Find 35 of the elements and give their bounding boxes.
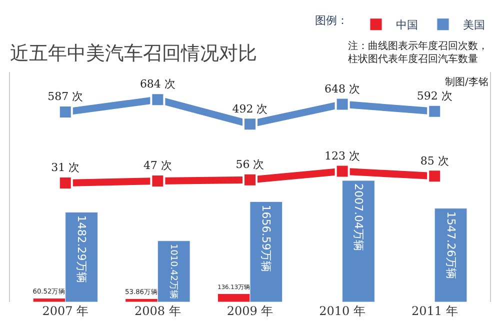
- point: [242, 172, 258, 188]
- data-label: 1010.42万辆: [168, 244, 179, 299]
- legend-label: 中国: [396, 18, 418, 32]
- data-label: 47 次: [143, 159, 172, 172]
- x-tick-label: 2010 年: [319, 304, 366, 318]
- point: [427, 104, 442, 119]
- data-label: 1656.59万辆: [260, 204, 273, 272]
- data-label: 2007.04万辆: [352, 184, 365, 252]
- chart-title: 近五年中美汽车召回情况对比: [10, 42, 257, 64]
- data-label: 56 次: [236, 158, 264, 171]
- x-tick-label: 2008 年: [134, 304, 181, 318]
- point: [242, 116, 258, 132]
- data-label: 492 次: [232, 102, 268, 116]
- data-label: 684 次: [140, 78, 176, 91]
- annotation: 制图/李铭: [445, 76, 488, 88]
- point: [427, 168, 442, 184]
- data-label: 31 次: [51, 161, 80, 174]
- point: [150, 92, 166, 108]
- x-tick-label: 2007 年: [42, 304, 89, 318]
- data-label: 85 次: [420, 154, 449, 168]
- data-label: 123 次: [324, 149, 360, 162]
- legend-title: 图例：: [315, 14, 348, 28]
- bar: [434, 208, 468, 302]
- point: [334, 96, 350, 112]
- x-tick-label: 2011 年: [411, 304, 458, 318]
- data-label: 648 次: [324, 82, 360, 96]
- bar: [342, 180, 375, 302]
- legend-label: 美国: [463, 18, 485, 32]
- x-tick-label: 2009 年: [226, 304, 274, 318]
- text: 注：曲线图表示年度召回次数，柱状图代表年度召回汽车数量: [348, 40, 488, 65]
- data-label: 1547.26万辆: [444, 211, 458, 279]
- data-label: 592 次: [416, 89, 452, 102]
- point: [334, 164, 350, 179]
- data-label: 1482.29万辆: [75, 215, 88, 283]
- data-label: 587 次: [48, 90, 84, 104]
